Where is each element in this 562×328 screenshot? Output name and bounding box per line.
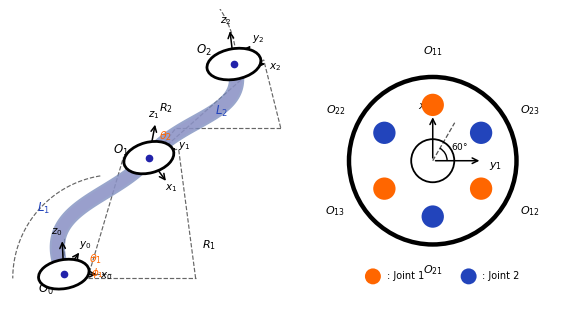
Text: $O_{12}$: $O_{12}$ [520,204,540,218]
Circle shape [422,205,444,228]
Text: $O_{11}$: $O_{11}$ [423,45,443,58]
Text: $x_0$: $x_0$ [100,270,112,282]
Text: $O_{21}$: $O_{21}$ [423,263,443,277]
Ellipse shape [124,141,174,174]
Text: $L_1$: $L_1$ [37,201,49,216]
Circle shape [373,177,396,200]
Text: $z_1$: $z_1$ [148,109,160,121]
Text: $R_1$: $R_1$ [202,239,216,253]
Text: $60°$: $60°$ [451,141,468,152]
Ellipse shape [207,48,261,80]
Text: $\Phi_2$: $\Phi_2$ [144,143,158,156]
Text: $z_2$: $z_2$ [220,16,231,28]
Circle shape [365,268,381,284]
Text: $z_0$: $z_0$ [51,226,63,237]
Text: $\theta_2$: $\theta_2$ [159,129,172,143]
Text: $y_1$: $y_1$ [488,160,502,172]
Text: $O_{13}$: $O_{13}$ [325,204,346,218]
Text: $x_2$: $x_2$ [269,62,281,73]
Ellipse shape [39,259,89,289]
Text: $O_{22}$: $O_{22}$ [325,103,346,117]
Text: : Joint 1: : Joint 1 [387,271,424,281]
Text: $y_0$: $y_0$ [79,239,91,251]
Text: $x_1$: $x_1$ [418,101,431,113]
Text: $y_2$: $y_2$ [252,32,264,45]
Text: $\theta_1$: $\theta_1$ [89,252,102,266]
Text: $O_1$: $O_1$ [113,143,129,158]
Text: $O_2$: $O_2$ [196,43,211,58]
Text: $O_{23}$: $O_{23}$ [520,103,540,117]
Text: $y_1$: $y_1$ [178,140,191,152]
Circle shape [373,122,396,144]
Text: : Joint 2: : Joint 2 [482,271,520,281]
Text: $\phi_1$: $\phi_1$ [91,266,104,280]
Text: $O_0$: $O_0$ [38,282,54,297]
Text: $x_1$: $x_1$ [165,182,177,194]
Circle shape [470,122,492,144]
Circle shape [470,177,492,200]
Circle shape [422,94,444,116]
Text: $L_2$: $L_2$ [215,104,228,119]
Circle shape [461,268,477,284]
Text: $R_2$: $R_2$ [159,101,173,115]
